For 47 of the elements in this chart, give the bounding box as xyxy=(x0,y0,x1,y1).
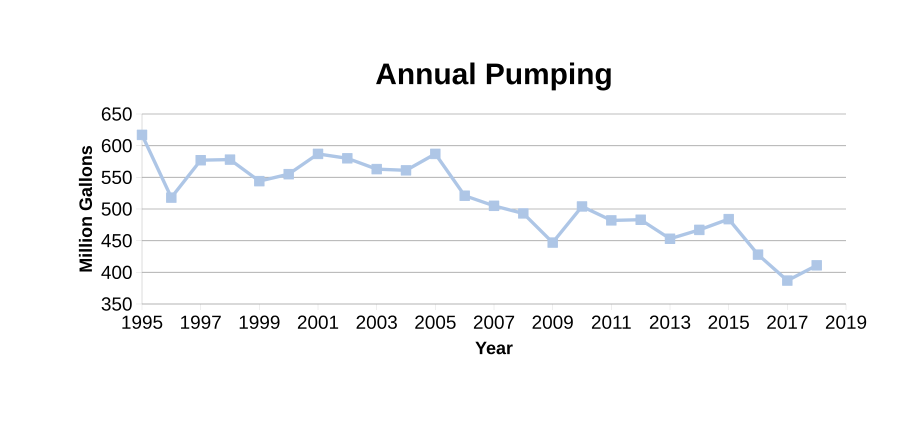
point xyxy=(195,155,206,166)
y-axis-title: Million Gallons xyxy=(78,146,92,272)
x-tick-label: 2011 xyxy=(592,316,631,329)
point xyxy=(606,215,617,226)
point xyxy=(635,214,646,225)
y-tick-label: 500 xyxy=(102,202,132,216)
x-tick-label: 1997 xyxy=(181,316,221,329)
point xyxy=(782,275,793,286)
x-tick-label: 1999 xyxy=(240,316,280,329)
point xyxy=(723,214,734,224)
point xyxy=(488,200,500,212)
point xyxy=(371,164,382,174)
point xyxy=(694,224,705,236)
x-axis-title: Year xyxy=(475,342,513,354)
x-tick-label: 2005 xyxy=(415,316,456,329)
y-tick-label: 350 xyxy=(102,297,132,311)
point xyxy=(283,168,294,180)
x-tick-label: 2001 xyxy=(298,316,338,329)
x-tick-label: 1995 xyxy=(122,316,162,329)
point xyxy=(518,208,529,219)
x-tick-label: 2019 xyxy=(826,316,866,329)
chart-title: Annual Pumping xyxy=(376,62,611,90)
x-tick-label: 2007 xyxy=(474,316,514,329)
point xyxy=(312,148,324,160)
x-tick-label: 2003 xyxy=(356,316,397,329)
point xyxy=(576,201,588,212)
point xyxy=(400,165,412,176)
point xyxy=(752,249,764,260)
x-tick-label: 2017 xyxy=(767,316,808,329)
point xyxy=(430,148,441,160)
point xyxy=(811,260,822,271)
point xyxy=(459,190,470,201)
x-tick-label: 2013 xyxy=(650,316,690,329)
y-tick-label: 450 xyxy=(101,234,132,248)
y-tick-label: 600 xyxy=(102,138,132,152)
y-tick-label: 550 xyxy=(102,170,132,184)
x-tick-label: 2009 xyxy=(532,316,573,329)
point xyxy=(166,192,177,203)
point xyxy=(254,176,265,186)
point xyxy=(342,153,353,164)
point xyxy=(136,130,148,140)
point xyxy=(547,237,558,248)
point xyxy=(664,234,676,244)
y-tick-label: 650 xyxy=(102,107,132,121)
x-tick-label: 2015 xyxy=(708,316,749,329)
y-tick-label: 400 xyxy=(101,266,132,280)
point xyxy=(224,154,236,165)
